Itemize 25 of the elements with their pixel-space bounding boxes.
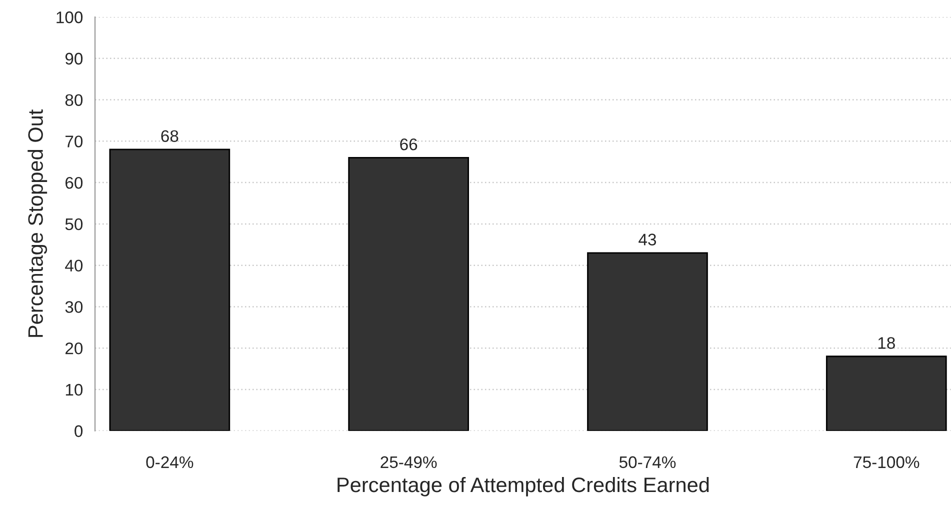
y-tick-label: 80 xyxy=(65,94,83,106)
data-label: 66 xyxy=(400,138,418,150)
x-tick-label: 0-24% xyxy=(146,456,194,468)
bar xyxy=(348,157,469,431)
y-tick-label: 60 xyxy=(66,176,83,189)
y-tick-label: 0 xyxy=(74,425,83,438)
y-tick-label: 40 xyxy=(65,260,83,272)
bar xyxy=(587,252,708,431)
data-label: 18 xyxy=(878,337,895,349)
x-tick-label: 75-100% xyxy=(854,456,920,468)
y-axis-title: Percentage Stopped Out xyxy=(28,109,48,337)
x-axis-title: Percentage of Attempted Credits Earned xyxy=(338,476,709,496)
y-tick-label: 30 xyxy=(65,301,83,313)
y-tick-label: 90 xyxy=(65,52,83,65)
x-tick-label: 25-49% xyxy=(380,456,437,468)
bar xyxy=(826,356,947,431)
y-tick-label: 20 xyxy=(66,342,83,354)
data-label: 68 xyxy=(161,130,178,142)
bar xyxy=(109,148,230,431)
data-label: 43 xyxy=(638,234,656,246)
y-tick-label: 70 xyxy=(66,136,83,148)
y-tick-label: 100 xyxy=(56,11,83,24)
y-tick-label: 10 xyxy=(66,384,83,396)
x-tick-label: 50-74% xyxy=(619,456,676,468)
y-tick-label: 50 xyxy=(65,218,83,230)
